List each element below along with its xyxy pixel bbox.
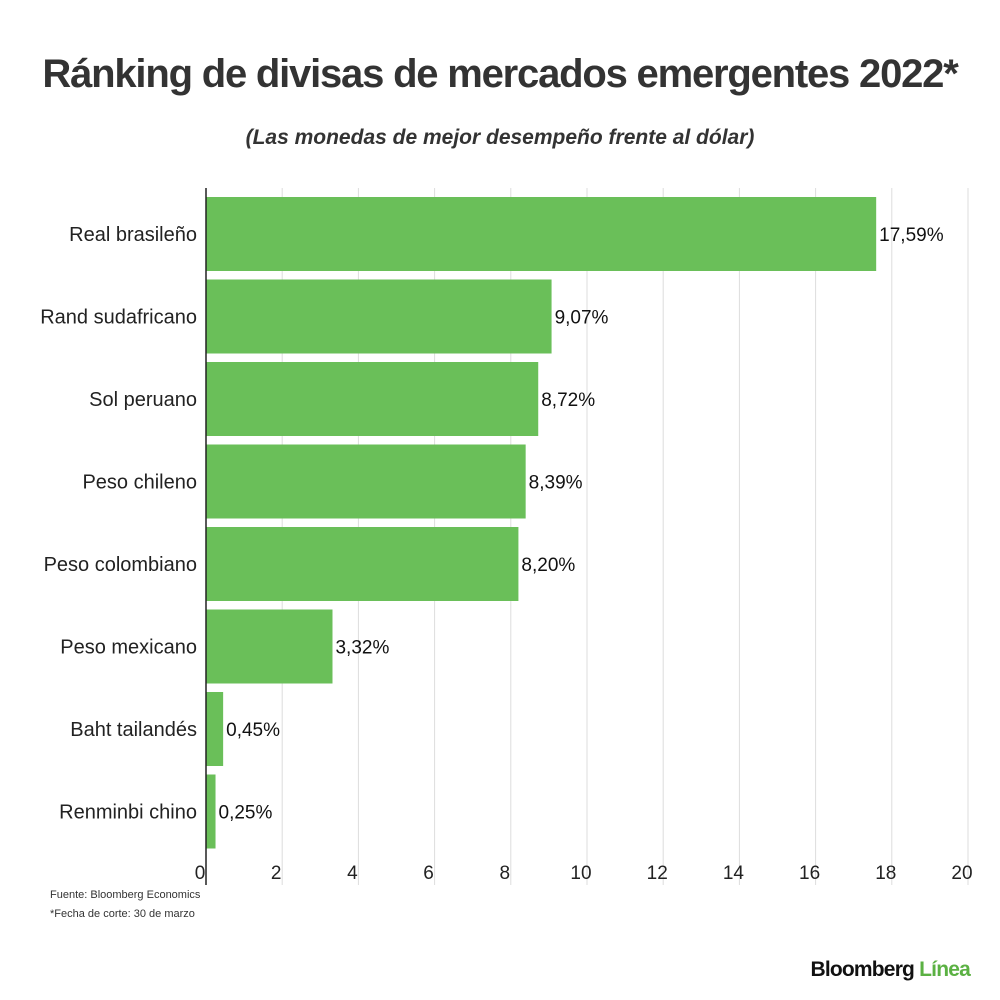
bar — [206, 774, 216, 849]
category-label: Rand sudafricano — [40, 307, 197, 329]
cutoff-note: *Fecha de corte: 30 de marzo — [50, 908, 195, 920]
category-label: Real brasileño — [69, 224, 197, 246]
value-label: 0,45% — [226, 720, 280, 741]
x-tick-label: 10 — [570, 863, 591, 884]
x-tick-label: 6 — [423, 863, 434, 884]
value-label: 8,72% — [541, 390, 595, 411]
value-labels: 17,59% 9,07% 8,72% 8,39% 8,20% 3,32% 0,45% 0,25… — [219, 225, 944, 824]
bar — [206, 692, 224, 766]
x-tick-label: 16 — [799, 863, 820, 884]
bars — [206, 197, 877, 849]
brand-name: Bloomberg — [810, 958, 915, 981]
category-label: Renminbi chino — [59, 802, 197, 824]
x-tick-label: 12 — [647, 863, 668, 884]
category-label: Baht tailandés — [70, 719, 197, 741]
x-tick-label: 14 — [723, 863, 745, 884]
bar-chart: 17,59% 9,07% 8,72% 8,39% 8,20% 3,32% 0,45% 0,25… — [40, 188, 973, 885]
x-tick-label: 18 — [875, 863, 896, 884]
value-label: 17,59% — [879, 225, 944, 246]
bar — [206, 609, 333, 684]
bar — [206, 197, 877, 271]
value-label: 8,39% — [529, 473, 583, 494]
value-label: 3,32% — [335, 638, 389, 659]
category-label: Peso mexicano — [60, 637, 197, 659]
bar — [206, 362, 539, 436]
brand-logo: Bloomberg Línea — [810, 958, 970, 982]
x-tick-label: 20 — [951, 863, 972, 884]
x-tick-label: 2 — [271, 863, 282, 884]
x-tick-label: 8 — [500, 863, 511, 884]
source-note: Fuente: Bloomberg Economics — [50, 889, 201, 901]
value-label: 0,25% — [219, 803, 273, 824]
value-label: 9,07% — [555, 308, 609, 329]
bar — [206, 444, 526, 519]
brand-suffix: Línea — [919, 958, 971, 981]
bar — [206, 527, 519, 601]
chart-title: Ránking de divisas de mercados emergente… — [42, 52, 958, 96]
category-label: Sol peruano — [89, 389, 197, 411]
x-tick-label: 4 — [347, 863, 358, 884]
value-label: 8,20% — [521, 555, 575, 576]
x-tick-labels: 0 2 4 6 8 10 12 14 16 18 20 — [195, 863, 973, 884]
x-tick-label: 0 — [195, 863, 206, 884]
chart-subtitle: (Las monedas de mejor desempeño frente a… — [245, 126, 755, 149]
category-label: Peso chileno — [82, 472, 197, 494]
category-labels: Real brasileño Rand sudafricano Sol peruan… — [40, 224, 197, 824]
bar — [206, 279, 552, 354]
category-label: Peso colombiano — [44, 554, 197, 576]
